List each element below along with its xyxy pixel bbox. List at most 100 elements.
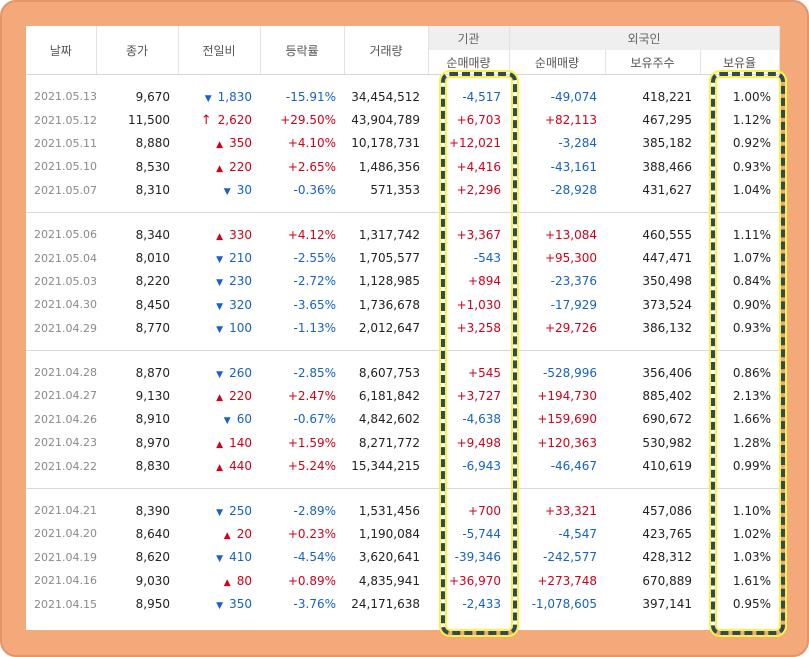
down-triangle-icon: ▼	[204, 93, 212, 104]
close-cell: 8,220	[135, 274, 170, 289]
foreign-holding-cell: 670,889	[642, 573, 692, 588]
institution-net-cell: +3,367	[456, 227, 501, 242]
institution-net-cell: +36,970	[448, 573, 501, 588]
date-cell: 2021.04.23	[34, 436, 97, 450]
group-spacer	[26, 213, 779, 223]
rate-cell: -4.54%	[293, 550, 336, 565]
volume-cell: 3,620,641	[358, 550, 420, 565]
change-value: 100	[229, 321, 252, 336]
foreign-net-cell: -49,074	[550, 89, 597, 104]
table-row: 2021.04.16 9,030 ▲ 80 +0.89% 4,835,941 +36,970…	[26, 569, 779, 592]
institution-net-cell: -543	[473, 251, 501, 266]
rate-cell: -0.67%	[293, 412, 336, 427]
col-header-date: 날짜	[26, 26, 97, 75]
foreign-net-cell: +120,363	[537, 435, 597, 450]
rate-cell: +1.59%	[287, 435, 336, 450]
table-row: 2021.04.20 8,640 ▲ 20 +0.23% 1,190,084 -5,744 -…	[26, 522, 779, 545]
date-cell: 2021.04.30	[34, 298, 97, 312]
volume-cell: 24,171,638	[351, 597, 420, 612]
change-cell: ▼ 350	[178, 592, 260, 615]
change-cell: ▲ 20	[178, 522, 260, 545]
change-cell: ▼ 30	[178, 179, 260, 202]
col-group-foreign: 외국인	[509, 26, 780, 50]
rate-cell: -0.36%	[293, 183, 336, 198]
foreign-net-cell: +159,690	[537, 412, 597, 427]
close-cell: 8,910	[135, 412, 170, 427]
group-spacer	[26, 351, 779, 361]
down-triangle-icon: ▼	[216, 255, 224, 266]
change-cell: ▲ 440	[178, 454, 260, 477]
stock-trading-table-panel: 날짜 종가 전일비 등락률 거래량 기관 외국인 순매매량 순매매량 보유주수 …	[26, 26, 780, 630]
foreign-holding-cell: 373,524	[642, 297, 692, 312]
date-cell: 2021.04.19	[34, 550, 97, 564]
up-triangle-icon: ▲	[216, 439, 224, 450]
table-body: 2021.05.13 9,670 ▼ 1,830 -15.91% 34,454,512 -4…	[26, 75, 779, 616]
down-triangle-icon: ▼	[223, 416, 231, 427]
foreign-net-cell: -1,078,605	[531, 597, 597, 612]
up-triangle-icon: ▲	[216, 392, 224, 403]
foreign-holding-cell: 447,471	[642, 251, 692, 266]
date-cell: 2021.04.22	[34, 459, 97, 473]
date-cell: 2021.05.11	[34, 136, 97, 150]
date-cell: 2021.04.21	[34, 504, 97, 518]
volume-cell: 1,486,356	[358, 159, 420, 174]
table-row: 2021.05.06 8,340 ▲ 330 +4.12% 1,317,742 +3,367…	[26, 223, 779, 246]
change-value: 210	[229, 251, 252, 266]
foreign-net-cell: +194,730	[537, 388, 597, 403]
change-cell: ▲ 220	[178, 384, 260, 407]
rate-cell: -2.89%	[293, 503, 336, 518]
table-row: 2021.05.10 8,530 ▲ 220 +2.65% 1,486,356 +4,416…	[26, 155, 779, 178]
up-triangle-icon: ▲	[216, 163, 224, 174]
group-divider	[26, 212, 779, 213]
rate-cell: +0.23%	[287, 526, 336, 541]
rate-cell: +2.65%	[287, 159, 336, 174]
rate-cell: +4.12%	[287, 227, 336, 242]
col-header-institution-net: 순매매량	[428, 50, 510, 75]
change-value: 230	[229, 274, 252, 289]
foreign-holding-cell: 431,627	[642, 183, 692, 198]
volume-cell: 1,736,678	[358, 297, 420, 312]
foreign-ratio-cell: 1.66%	[732, 412, 771, 427]
volume-cell: 4,842,602	[358, 412, 420, 427]
down-triangle-icon: ▼	[216, 601, 224, 612]
up-triangle-icon: ▲	[223, 530, 231, 541]
down-triangle-icon: ▼	[223, 187, 231, 198]
date-cell: 2021.05.13	[34, 90, 97, 104]
col-header-close: 종가	[96, 26, 179, 75]
institution-net-cell: +894	[468, 274, 501, 289]
change-cell: ▲ 350	[178, 132, 260, 155]
rate-cell: +5.24%	[287, 459, 336, 474]
institution-net-cell: -2,433	[462, 597, 501, 612]
table-row: 2021.05.07 8,310 ▼ 30 -0.36% 571,353 +2,296 -28…	[26, 179, 779, 202]
close-cell: 8,830	[135, 459, 170, 474]
institution-net-cell: +9,498	[456, 435, 501, 450]
col-header-change: 전일비	[178, 26, 261, 75]
volume-cell: 8,607,753	[358, 365, 420, 380]
close-cell: 9,130	[135, 388, 170, 403]
foreign-ratio-cell: 0.93%	[732, 159, 771, 174]
change-value: 330	[229, 227, 252, 242]
date-cell: 2021.05.07	[34, 183, 97, 197]
institution-net-cell: +700	[468, 503, 501, 518]
institution-net-cell: +2,296	[456, 183, 501, 198]
group-spacer	[26, 489, 779, 499]
volume-cell: 2,012,647	[358, 321, 420, 336]
col-header-foreign-net: 순매매량	[509, 50, 606, 75]
close-cell: 8,870	[135, 365, 170, 380]
date-cell: 2021.05.04	[34, 251, 97, 265]
foreign-holding-cell: 350,498	[642, 274, 692, 289]
foreign-net-cell: +273,748	[537, 573, 597, 588]
close-cell: 8,880	[135, 136, 170, 151]
institution-net-cell: +12,021	[448, 136, 501, 151]
col-header-foreign-holding: 보유주수	[605, 50, 701, 75]
change-cell: ▼ 210	[178, 246, 260, 269]
change-value: 20	[236, 526, 252, 541]
table-row: 2021.04.23 8,970 ▲ 140 +1.59% 8,271,772 +9,498…	[26, 431, 779, 454]
group-spacer	[26, 478, 779, 489]
foreign-net-cell: -242,577	[543, 550, 597, 565]
group-spacer	[26, 340, 779, 351]
change-cell: ▲ 80	[178, 569, 260, 592]
institution-net-cell: -6,943	[462, 459, 501, 474]
date-cell: 2021.04.28	[34, 366, 97, 380]
institution-net-cell: +3,258	[456, 321, 501, 336]
